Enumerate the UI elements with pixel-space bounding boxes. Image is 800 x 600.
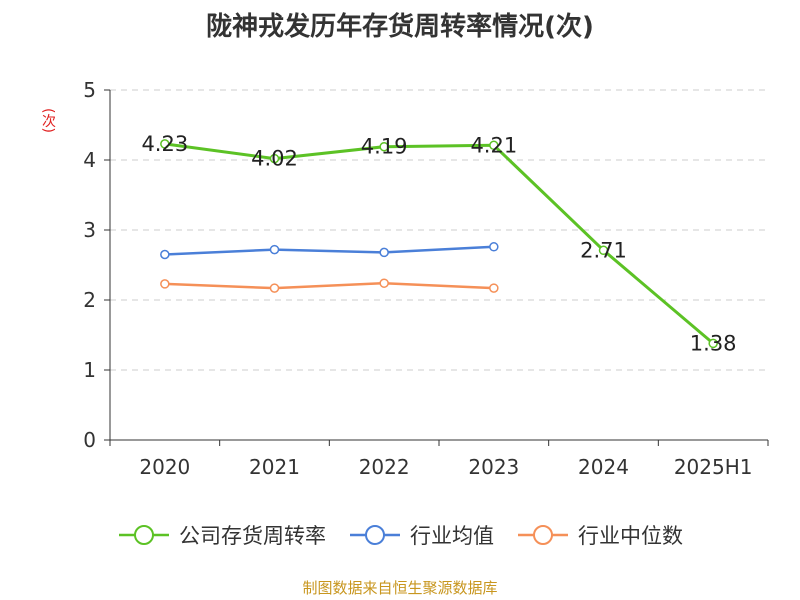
x-tick-label: 2021 bbox=[249, 455, 300, 479]
data-point bbox=[379, 141, 389, 152]
data-point bbox=[160, 279, 170, 289]
legend-label-industry-mean: 行业均值 bbox=[410, 524, 494, 548]
data-point bbox=[269, 283, 280, 293]
legend-swatch-industry-median bbox=[518, 525, 568, 545]
data-point bbox=[489, 283, 499, 293]
series-line bbox=[164, 245, 494, 256]
x-tick-label: 2022 bbox=[359, 455, 410, 479]
data-point bbox=[160, 139, 170, 149]
legend-item-industry-mean[interactable]: 行业均值 bbox=[348, 520, 494, 550]
data-label: 4.21 bbox=[470, 133, 517, 157]
y-tick-label: 4 bbox=[83, 148, 96, 172]
data-label: 2.71 bbox=[580, 238, 627, 262]
legend-label-company: 公司存货周转率 bbox=[179, 524, 326, 548]
y-axis-label: (次) bbox=[40, 108, 56, 133]
x-tick-label: 2025H1 bbox=[674, 455, 753, 479]
data-point bbox=[379, 278, 389, 288]
legend-label-industry-median: 行业中位数 bbox=[578, 524, 683, 548]
legend-item-company[interactable]: 公司存货周转率 bbox=[117, 520, 326, 550]
data-point bbox=[489, 242, 499, 252]
chart-title: 陇神戎发历年存货周转率情况(次) bbox=[206, 12, 594, 42]
data-point bbox=[379, 247, 389, 258]
x-tick-label: 2020 bbox=[139, 455, 190, 479]
y-tick-label: 5 bbox=[83, 78, 96, 102]
legend-item-industry-median[interactable]: 行业中位数 bbox=[516, 520, 683, 550]
data-label: 4.02 bbox=[251, 147, 298, 171]
x-tick-label: 2024 bbox=[578, 455, 629, 479]
legend-swatch-industry-mean bbox=[350, 525, 400, 545]
x-tick-label: 2023 bbox=[468, 455, 519, 479]
data-point bbox=[269, 244, 280, 255]
y-tick-label: 2 bbox=[83, 288, 96, 312]
data-point bbox=[269, 153, 280, 164]
y-tick-label: 0 bbox=[83, 428, 96, 452]
y-tick-label: 3 bbox=[83, 218, 96, 242]
source-note: 制图数据来自恒生聚源数据库 bbox=[302, 579, 498, 597]
legend: 公司存货周转率 行业均值 行业中位数 bbox=[0, 520, 800, 550]
data-point bbox=[598, 245, 609, 256]
series-line bbox=[164, 142, 715, 345]
data-label: 4.23 bbox=[141, 132, 188, 156]
data-label: 4.19 bbox=[361, 135, 408, 159]
legend-swatch-company bbox=[119, 525, 169, 545]
data-point bbox=[489, 140, 499, 151]
y-tick-label: 1 bbox=[83, 358, 96, 382]
data-label: 1.38 bbox=[690, 331, 737, 355]
series-line bbox=[164, 281, 494, 290]
data-point bbox=[160, 249, 170, 260]
data-point bbox=[708, 338, 718, 349]
